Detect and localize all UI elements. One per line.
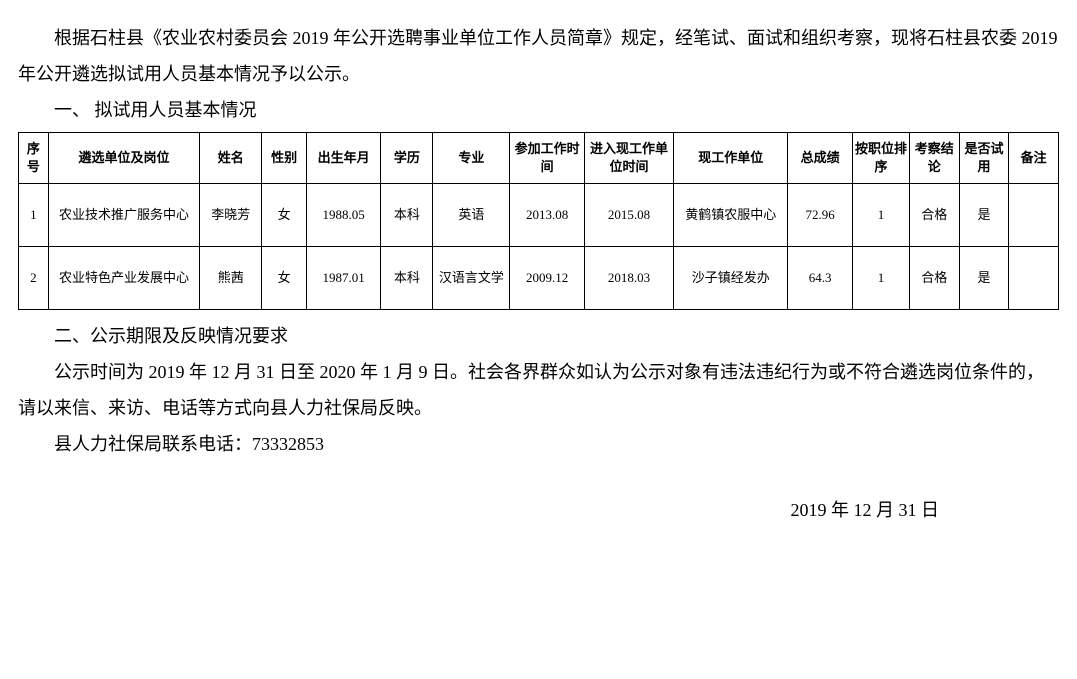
th-enter: 进入现工作单位时间 (584, 133, 673, 184)
cell-cur: 沙子镇经发办 (674, 247, 788, 310)
cell-use: 是 (959, 247, 1009, 310)
cell-rank: 1 (852, 184, 909, 247)
th-work: 参加工作时间 (510, 133, 584, 184)
signature-date: 2019 年 12 月 31 日 (18, 492, 1059, 528)
section-heading-2: 二、公示期限及反映情况要求 (18, 318, 1059, 354)
cell-seq: 1 (19, 184, 49, 247)
cell-seq: 2 (19, 247, 49, 310)
cell-enter: 2015.08 (584, 184, 673, 247)
cell-exam: 合格 (909, 184, 959, 247)
cell-note (1009, 184, 1059, 247)
intro-paragraph: 根据石柱县《农业农村委员会 2019 年公开选聘事业单位工作人员简章》规定，经笔… (18, 20, 1059, 92)
cell-rank: 1 (852, 247, 909, 310)
th-seq: 序号 (19, 133, 49, 184)
th-score: 总成绩 (788, 133, 853, 184)
cell-work: 2013.08 (510, 184, 584, 247)
table-row: 2 农业特色产业发展中心 熊茜 女 1987.01 本科 汉语言文学 2009.… (19, 247, 1059, 310)
cell-note (1009, 247, 1059, 310)
th-sex: 性别 (262, 133, 307, 184)
cell-use: 是 (959, 184, 1009, 247)
cell-exam: 合格 (909, 247, 959, 310)
cell-score: 72.96 (788, 184, 853, 247)
th-rank: 按职位排序 (852, 133, 909, 184)
cell-unit: 农业特色产业发展中心 (48, 247, 199, 310)
th-cur: 现工作单位 (674, 133, 788, 184)
cell-cur: 黄鹤镇农服中心 (674, 184, 788, 247)
cell-birth: 1988.05 (306, 184, 380, 247)
cell-major: 英语 (433, 184, 510, 247)
cell-edu: 本科 (381, 184, 433, 247)
section-heading-1: 一、 拟试用人员基本情况 (18, 92, 1059, 128)
cell-enter: 2018.03 (584, 247, 673, 310)
cell-birth: 1987.01 (306, 247, 380, 310)
cell-sex: 女 (262, 184, 307, 247)
table-row: 1 农业技术推广服务中心 李晓芳 女 1988.05 本科 英语 2013.08… (19, 184, 1059, 247)
cell-major: 汉语言文学 (433, 247, 510, 310)
notice-paragraph: 公示时间为 2019 年 12 月 31 日至 2020 年 1 月 9 日。社… (18, 354, 1059, 426)
table-header-row: 序号 遴选单位及岗位 姓名 性别 出生年月 学历 专业 参加工作时间 进入现工作… (19, 133, 1059, 184)
cell-work: 2009.12 (510, 247, 584, 310)
cell-name: 熊茜 (200, 247, 262, 310)
th-note: 备注 (1009, 133, 1059, 184)
th-unit: 遴选单位及岗位 (48, 133, 199, 184)
th-name: 姓名 (200, 133, 262, 184)
cell-edu: 本科 (381, 247, 433, 310)
th-major: 专业 (433, 133, 510, 184)
th-use: 是否试用 (959, 133, 1009, 184)
cell-name: 李晓芳 (200, 184, 262, 247)
cell-score: 64.3 (788, 247, 853, 310)
personnel-table: 序号 遴选单位及岗位 姓名 性别 出生年月 学历 专业 参加工作时间 进入现工作… (18, 132, 1059, 310)
th-exam: 考察结论 (909, 133, 959, 184)
contact-paragraph: 县人力社保局联系电话：73332853 (18, 426, 1059, 462)
cell-sex: 女 (262, 247, 307, 310)
cell-unit: 农业技术推广服务中心 (48, 184, 199, 247)
th-edu: 学历 (381, 133, 433, 184)
th-birth: 出生年月 (306, 133, 380, 184)
